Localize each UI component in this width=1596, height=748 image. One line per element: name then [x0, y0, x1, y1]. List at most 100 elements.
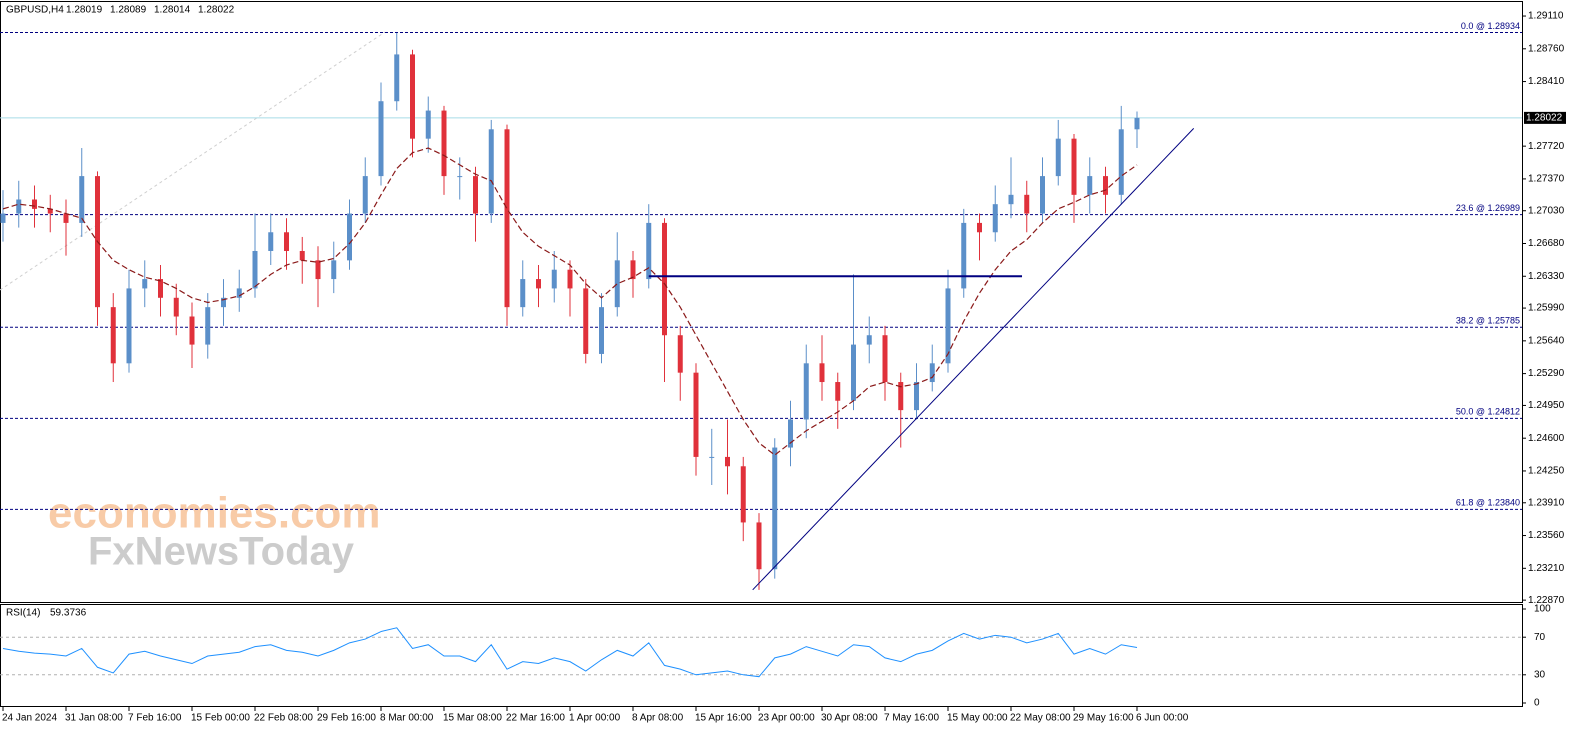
- fib-label: 50.0 @ 1.24812: [1456, 407, 1520, 417]
- y-tick-label: 1.27030: [1528, 205, 1565, 216]
- x-tick-label: 29 May 16:00: [1073, 713, 1134, 724]
- y-tick-label: 30: [1534, 669, 1546, 680]
- candle-body: [520, 279, 526, 308]
- candle-body: [772, 447, 778, 570]
- candle-body: [473, 176, 478, 214]
- fib-label: 38.2 @ 1.25785: [1456, 316, 1520, 326]
- candle-body: [394, 54, 400, 102]
- x-tick-label: 31 Jan 08:00: [65, 713, 123, 724]
- candle-body: [630, 260, 636, 280]
- candle-body: [142, 279, 148, 289]
- candle-body: [1134, 117, 1140, 130]
- moving-average: [2, 147, 1138, 456]
- header-low: 1.28014: [154, 5, 191, 16]
- rsi-panel-frame: [0, 604, 1523, 707]
- candle-body: [945, 288, 951, 364]
- candle-body: [866, 335, 872, 345]
- candle-body: [504, 129, 510, 308]
- x-tick-label: 22 Mar 16:00: [506, 713, 565, 724]
- candle-body: [599, 307, 604, 354]
- x-tick-label: 22 Feb 08:00: [254, 713, 313, 724]
- candle-body: [347, 213, 352, 261]
- y-tick-label: 1.27370: [1528, 174, 1565, 185]
- candle-body: [725, 456, 730, 467]
- candle-body: [284, 232, 289, 251]
- candle-body: [977, 222, 982, 233]
- candle-body: [614, 260, 620, 308]
- symbol: GBPUSD,H4: [6, 5, 64, 16]
- candle-body: [803, 363, 809, 420]
- candle-body: [1071, 138, 1077, 195]
- y-tick-label: 1.23210: [1528, 563, 1565, 574]
- current-price-box: [1524, 111, 1566, 124]
- candle-body: [567, 269, 573, 289]
- fib-label: 23.6 @ 1.26989: [1456, 203, 1520, 213]
- trendline: [752, 128, 1195, 591]
- y-tick-label: 1.23560: [1528, 530, 1565, 541]
- candle-body: [315, 260, 321, 280]
- x-tick-label: 24 Jan 2024: [2, 713, 57, 724]
- candle-body: [63, 213, 69, 223]
- current-price-label: 1.28022: [1526, 113, 1563, 124]
- candle-body: [756, 522, 762, 570]
- candle-body: [677, 335, 683, 373]
- candle-body: [709, 456, 715, 458]
- candle-body: [1008, 194, 1014, 205]
- candle-body: [16, 199, 22, 214]
- candle-body: [1118, 129, 1124, 195]
- candle-body: [788, 419, 793, 448]
- candle-body: [173, 297, 179, 317]
- x-tick-label: 29 Feb 16:00: [317, 713, 376, 724]
- candle-body: [299, 250, 305, 261]
- x-tick-label: 30 Apr 08:00: [821, 713, 878, 724]
- y-tick-label: 100: [1534, 604, 1551, 615]
- candle-body: [819, 363, 825, 383]
- candle-body: [126, 288, 132, 364]
- y-tick-label: 0: [1534, 698, 1540, 709]
- y-tick-label: 1.28760: [1528, 43, 1565, 54]
- y-tick-label: 1.25640: [1528, 335, 1565, 346]
- candle-body: [362, 176, 368, 214]
- candle-body: [441, 110, 447, 177]
- x-tick-label: 15 Feb 00:00: [191, 713, 250, 724]
- x-tick-label: 22 May 08:00: [1010, 713, 1071, 724]
- candle-body: [1055, 138, 1061, 177]
- y-tick-label: 1.27720: [1528, 141, 1565, 152]
- candle-body: [32, 199, 37, 209]
- candle-body: [158, 279, 163, 298]
- x-tick-label: 15 May 00:00: [947, 713, 1008, 724]
- y-tick-label: 1.25990: [1528, 303, 1565, 314]
- main-panel-frame: [0, 1, 1523, 603]
- x-tick-label: 1 Apr 00:00: [569, 713, 621, 724]
- y-tick-label: 1.28410: [1528, 76, 1565, 87]
- candle-body: [662, 222, 667, 336]
- x-tick-label: 23 Apr 00:00: [758, 713, 815, 724]
- watermark: economies.com: [48, 489, 381, 538]
- candle-body: [331, 260, 337, 280]
- rsi-title: RSI(14): [6, 608, 40, 619]
- x-tick-label: 6 Jun 00:00: [1136, 713, 1189, 724]
- candle-body: [583, 288, 589, 354]
- candle-body: [851, 344, 856, 401]
- candle-body: [0, 213, 6, 223]
- y-tick-label: 1.22870: [1528, 595, 1565, 606]
- candle-body: [79, 176, 85, 223]
- candle-body: [189, 316, 195, 345]
- y-tick-label: 1.25290: [1528, 368, 1565, 379]
- y-tick-label: 1.26680: [1528, 238, 1565, 249]
- y-tick-label: 70: [1534, 632, 1546, 643]
- y-tick-label: 1.26330: [1528, 271, 1565, 282]
- candle-body: [268, 232, 274, 251]
- rsi-value: 59.3736: [50, 608, 87, 619]
- candle-body: [929, 363, 935, 383]
- candle-body: [410, 54, 415, 139]
- fib-label: 0.0 @ 1.28934: [1461, 21, 1520, 31]
- y-tick-label: 1.23910: [1528, 497, 1565, 508]
- candle-body: [252, 250, 258, 289]
- candle-body: [961, 222, 967, 289]
- candle-body: [835, 382, 841, 401]
- candle-body: [1087, 176, 1093, 195]
- candle-body: [236, 288, 242, 298]
- header-close: 1.28022: [198, 5, 235, 16]
- candle-body: [47, 208, 53, 214]
